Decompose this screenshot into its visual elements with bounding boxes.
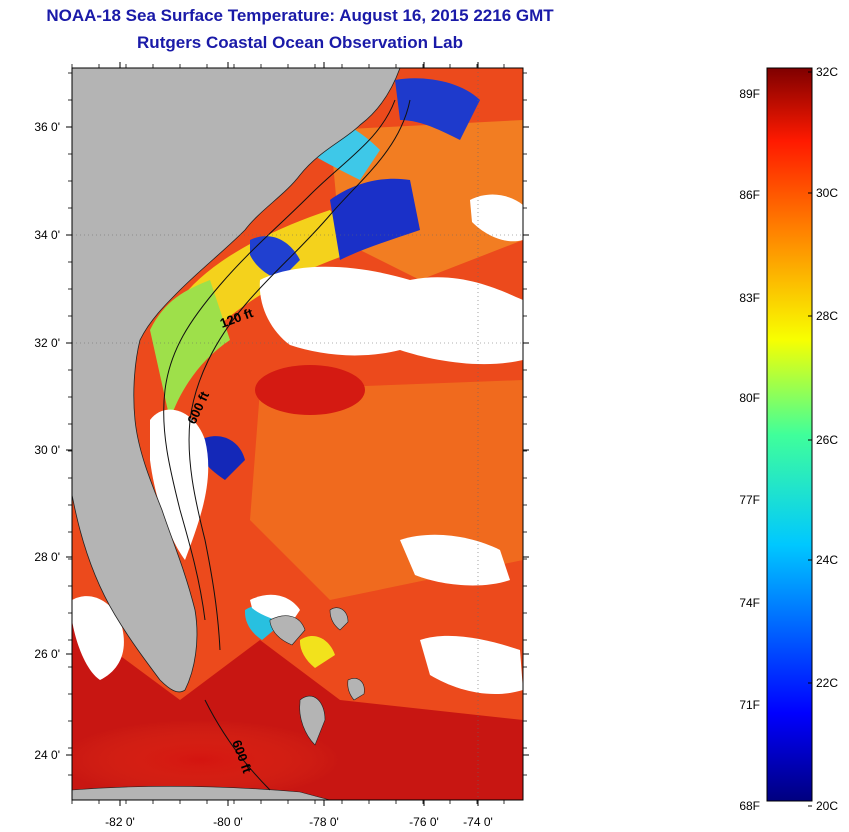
celsius-label: 30C [816, 186, 838, 200]
lon-label: -80 0' [213, 815, 243, 829]
fahrenheit-label: 83F [739, 291, 760, 305]
lon-label: -76 0' [409, 815, 439, 829]
celsius-label: 22C [816, 676, 838, 690]
fahrenheit-label: 80F [739, 391, 760, 405]
lat-label: 32 0' [34, 336, 60, 350]
celsius-label: 32C [816, 65, 838, 79]
mainland-usa [72, 68, 401, 693]
cuba-coast [72, 786, 331, 800]
lat-label: 36 0' [34, 120, 60, 134]
cool-water-patch [330, 178, 420, 260]
fahrenheit-label: 74F [739, 596, 760, 610]
fahrenheit-label: 71F [739, 698, 760, 712]
cloud-cover [259, 266, 523, 365]
celsius-label: 20C [816, 799, 838, 813]
contour-600ft [188, 99, 411, 651]
map-frame [71, 67, 524, 801]
lat-label: 30 0' [34, 443, 60, 457]
lat-label: 24 0' [34, 748, 60, 762]
longitude-axis: -82 0' -80 0' -78 0' -76 0' -74 0' [71, 62, 505, 829]
celsius-label: 26C [816, 433, 838, 447]
temperature-colorbar [766, 67, 813, 802]
map-subtitle: Rutgers Coastal Ocean Observation Lab [137, 33, 463, 52]
celsius-label: 28C [816, 309, 838, 323]
lon-label: -74 0' [463, 815, 493, 829]
lon-label: -78 0' [309, 815, 339, 829]
sst-map [72, 68, 523, 800]
bahamas-island [269, 615, 306, 646]
fahrenheit-label: 77F [739, 493, 760, 507]
lat-label: 28 0' [34, 550, 60, 564]
fahrenheit-label: 89F [739, 87, 760, 101]
map-title: NOAA-18 Sea Surface Temperature: August … [46, 6, 554, 25]
lat-label: 26 0' [34, 647, 60, 661]
lat-label: 34 0' [34, 228, 60, 242]
latitude-axis: 36 0' 34 0' 32 0' 30 0' 28 0' 26 0' 24 0' [34, 72, 529, 776]
celsius-label: 24C [816, 553, 838, 567]
contour-120ft [163, 99, 396, 621]
colorbar-labels: 32C 30C 28C 26C 24C 22C 20C 89F 86F 83F 80F 77F 74F 7… [739, 65, 838, 813]
lon-label: -82 0' [105, 815, 135, 829]
fahrenheit-label: 68F [739, 799, 760, 813]
fahrenheit-label: 86F [739, 188, 760, 202]
